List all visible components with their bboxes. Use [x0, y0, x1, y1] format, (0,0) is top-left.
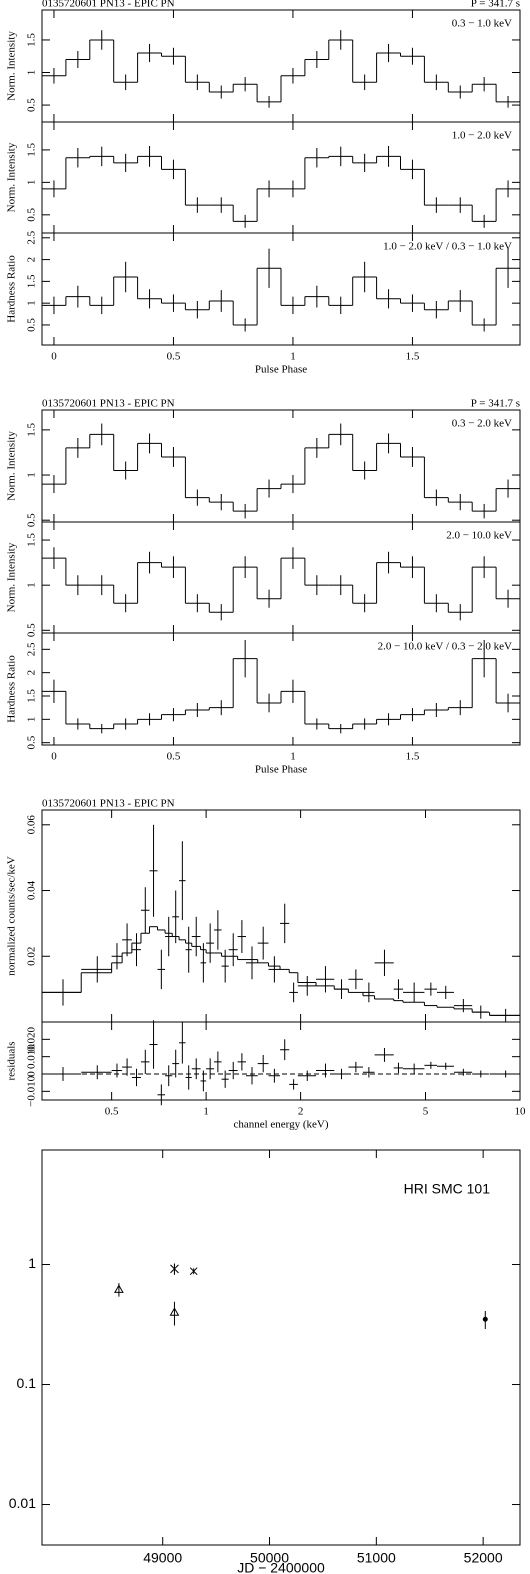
y-tick-label: 0.04	[26, 880, 38, 900]
y-tick-label: 1.5	[26, 143, 38, 157]
y-tick-label: 0.020	[26, 1026, 38, 1051]
y-tick-label: 0.5	[26, 207, 38, 221]
x-tick-label: 1	[203, 1106, 209, 1118]
y-axis-title: residuals	[6, 1041, 18, 1080]
y-tick-label: 1.5	[26, 422, 38, 436]
y-tick-label: 2.5	[26, 230, 38, 244]
y-tick-label: 1	[26, 582, 38, 588]
y-axis-title: Norm. Intensity	[6, 31, 18, 101]
y-tick-label: 0.06	[26, 815, 38, 835]
panel-frame	[41, 232, 521, 346]
marker-triangle	[169, 1307, 180, 1316]
y-tick-label: 0.5	[26, 623, 38, 637]
panel-label: 0.3 − 1.0 keV	[452, 18, 512, 30]
header-left: 0135720601 PN13 - EPIC PN	[42, 0, 175, 10]
x-tick-label: 1	[290, 351, 296, 363]
x-tick-label: 50000	[250, 1550, 289, 1566]
panel-label: 2.0 − 10.0 keV / 0.3 − 2.0 keV	[378, 641, 512, 653]
y-axis-title: Hardness Ratio	[6, 655, 18, 723]
header-left: 0135720601 PN13 - EPIC PN	[42, 798, 175, 810]
y-tick-label: 2	[26, 257, 38, 263]
y-tick-label: 1	[26, 300, 38, 306]
x-tick-label: 49000	[143, 1550, 182, 1566]
y-tick-label: 1	[26, 472, 38, 478]
panel-label: HRI SMC 101	[404, 1181, 491, 1197]
header-right: P = 341.7 s	[471, 398, 520, 410]
y-tick-label: 0.5	[26, 318, 38, 332]
y-tick-label: 1	[26, 717, 38, 723]
y-tick-label: 2.5	[26, 642, 38, 656]
x-axis-title: JD − 2400000	[237, 1560, 325, 1574]
x-tick-label: 5	[423, 1106, 429, 1118]
x-axis-title: channel energy (keV)	[233, 1119, 328, 1131]
y-axis-title: Hardness Ratio	[6, 255, 18, 323]
panel-frame	[41, 121, 521, 234]
x-tick-label: 0	[51, 351, 57, 363]
y-tick-label: 0.02	[26, 947, 38, 966]
x-tick-label: 51000	[357, 1550, 396, 1566]
panel-frame	[41, 1149, 521, 1546]
panel-label: 1.0 − 2.0 keV / 0.3 − 1.0 keV	[383, 241, 512, 253]
y-tick-label: −0.010	[26, 1075, 38, 1106]
y-tick-label: 0.5	[26, 735, 38, 749]
y-axis-title: Norm. Intensity	[6, 431, 18, 501]
panel-frame	[41, 809, 521, 1023]
marker-triangle	[114, 1284, 124, 1293]
y-tick-label: 0.01	[9, 1495, 36, 1511]
x-tick-label: 0.5	[167, 751, 181, 763]
header-left: 0135720601 PN13 - EPIC PN	[42, 398, 175, 410]
y-tick-label: 0	[26, 1071, 38, 1077]
x-tick-label: 0.5	[105, 1106, 119, 1118]
x-tick-label: 52000	[464, 1550, 503, 1566]
panel-label: 1.0 − 2.0 keV	[452, 130, 512, 142]
y-tick-label: 1.5	[26, 33, 38, 47]
y-tick-label: 1.5	[26, 689, 38, 703]
y-tick-label: 0.1	[17, 1375, 37, 1391]
marker-cross	[189, 1267, 198, 1276]
x-tick-label: 10	[515, 1106, 527, 1118]
marker-dot	[482, 1316, 488, 1322]
y-axis-title: Norm. Intensity	[6, 142, 18, 212]
y-tick-label: 0.5	[26, 98, 38, 112]
panel-label: 2.0 − 10.0 keV	[446, 530, 512, 542]
marker-asterisk	[170, 1263, 179, 1274]
x-axis-title: Pulse Phase	[255, 764, 307, 776]
y-tick-label: 1.5	[26, 533, 38, 547]
x-axis-title: Pulse Phase	[255, 364, 307, 376]
y-tick-label: 0.5	[26, 513, 38, 527]
header-right: P = 341.7 s	[471, 0, 520, 10]
panel-frame	[41, 1021, 521, 1101]
panel-label: 0.3 − 2.0 keV	[452, 418, 512, 430]
y-tick-label: 1.5	[26, 274, 38, 288]
y-tick-label: 1	[26, 70, 38, 76]
x-tick-label: 2	[298, 1106, 304, 1118]
y-tick-label: 0.010	[26, 1044, 38, 1069]
x-tick-label: 1.5	[406, 351, 420, 363]
y-axis-title: normalized counts/sec/keV	[6, 856, 18, 975]
panel-frame	[41, 632, 521, 746]
y-tick-label: 1	[26, 180, 38, 186]
y-tick-label: 2	[26, 670, 38, 676]
y-axis-title: Norm. Intensity	[6, 542, 18, 612]
x-tick-label: 1	[290, 751, 296, 763]
y-tick-label: 1	[28, 1255, 36, 1271]
x-tick-label: 1.5	[406, 751, 420, 763]
x-tick-label: 0	[51, 751, 57, 763]
x-tick-label: 0.5	[167, 351, 181, 363]
